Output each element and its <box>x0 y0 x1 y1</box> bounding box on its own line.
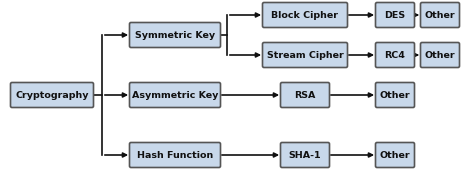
Text: RSA: RSA <box>294 91 316 99</box>
FancyBboxPatch shape <box>281 83 329 108</box>
Text: RC4: RC4 <box>384 50 405 60</box>
FancyBboxPatch shape <box>375 2 414 28</box>
FancyBboxPatch shape <box>375 43 414 67</box>
FancyBboxPatch shape <box>129 143 220 167</box>
FancyBboxPatch shape <box>129 83 220 108</box>
FancyBboxPatch shape <box>375 143 414 167</box>
FancyBboxPatch shape <box>129 22 220 47</box>
FancyBboxPatch shape <box>10 83 93 108</box>
FancyBboxPatch shape <box>420 2 459 28</box>
Text: Block Cipher: Block Cipher <box>272 11 338 19</box>
Text: Asymmetric Key: Asymmetric Key <box>132 91 218 99</box>
Text: DES: DES <box>384 11 406 19</box>
Text: SHA-1: SHA-1 <box>289 150 321 160</box>
Text: Cryptography: Cryptography <box>15 91 89 99</box>
FancyBboxPatch shape <box>420 43 459 67</box>
Text: Symmetric Key: Symmetric Key <box>135 30 215 40</box>
FancyBboxPatch shape <box>263 2 347 28</box>
Text: Stream Cipher: Stream Cipher <box>266 50 343 60</box>
FancyBboxPatch shape <box>281 143 329 167</box>
Text: Other: Other <box>380 91 410 99</box>
Text: Hash Function: Hash Function <box>137 150 213 160</box>
FancyBboxPatch shape <box>375 83 414 108</box>
FancyBboxPatch shape <box>263 43 347 67</box>
Text: Other: Other <box>425 50 456 60</box>
Text: Other: Other <box>380 150 410 160</box>
Text: Other: Other <box>425 11 456 19</box>
